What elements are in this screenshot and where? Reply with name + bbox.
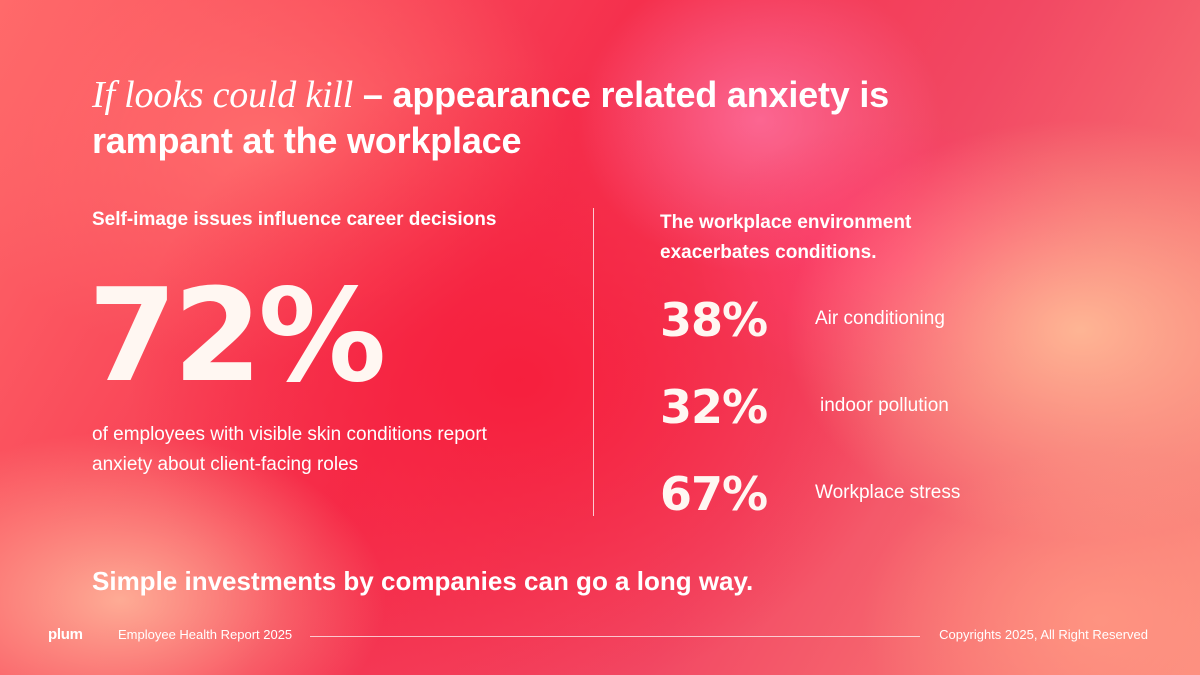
copyright-text: Copyrights 2025, All Right Reserved bbox=[939, 627, 1148, 642]
closing-statement: Simple investments by companies can go a… bbox=[92, 566, 754, 596]
big-stat-caption: of employees with visible skin condition… bbox=[92, 424, 487, 475]
headline-rest: – appearance related anxiety is rampant … bbox=[92, 74, 889, 161]
headline: If looks could kill – appearance related… bbox=[92, 72, 992, 164]
brand-logo: plum bbox=[48, 626, 83, 643]
stat-label: Air conditioning bbox=[815, 308, 945, 329]
stat-row: 67% Workplace stress bbox=[660, 464, 1000, 524]
headline-italic: If looks could kill bbox=[92, 74, 354, 116]
stat-row: 32% indoor pollution bbox=[660, 377, 1000, 437]
right-subtitle: The workplace environment exacerbates co… bbox=[660, 212, 912, 263]
footer: plum Employee Health Report 2025 Copyrig… bbox=[48, 626, 1148, 646]
stat-value: 32% bbox=[660, 380, 768, 434]
big-stat: 72% bbox=[88, 262, 386, 411]
left-subtitle: Self-image issues influence career decis… bbox=[92, 209, 497, 230]
report-title: Employee Health Report 2025 bbox=[118, 627, 293, 642]
stat-label: indoor pollution bbox=[820, 395, 949, 416]
footer-rule bbox=[310, 636, 920, 637]
stat-label: Workplace stress bbox=[815, 482, 961, 503]
stat-value: 38% bbox=[660, 293, 768, 347]
stat-row: 38% Air conditioning bbox=[660, 290, 1000, 350]
stat-value: 67% bbox=[660, 467, 768, 521]
column-divider bbox=[593, 208, 594, 516]
